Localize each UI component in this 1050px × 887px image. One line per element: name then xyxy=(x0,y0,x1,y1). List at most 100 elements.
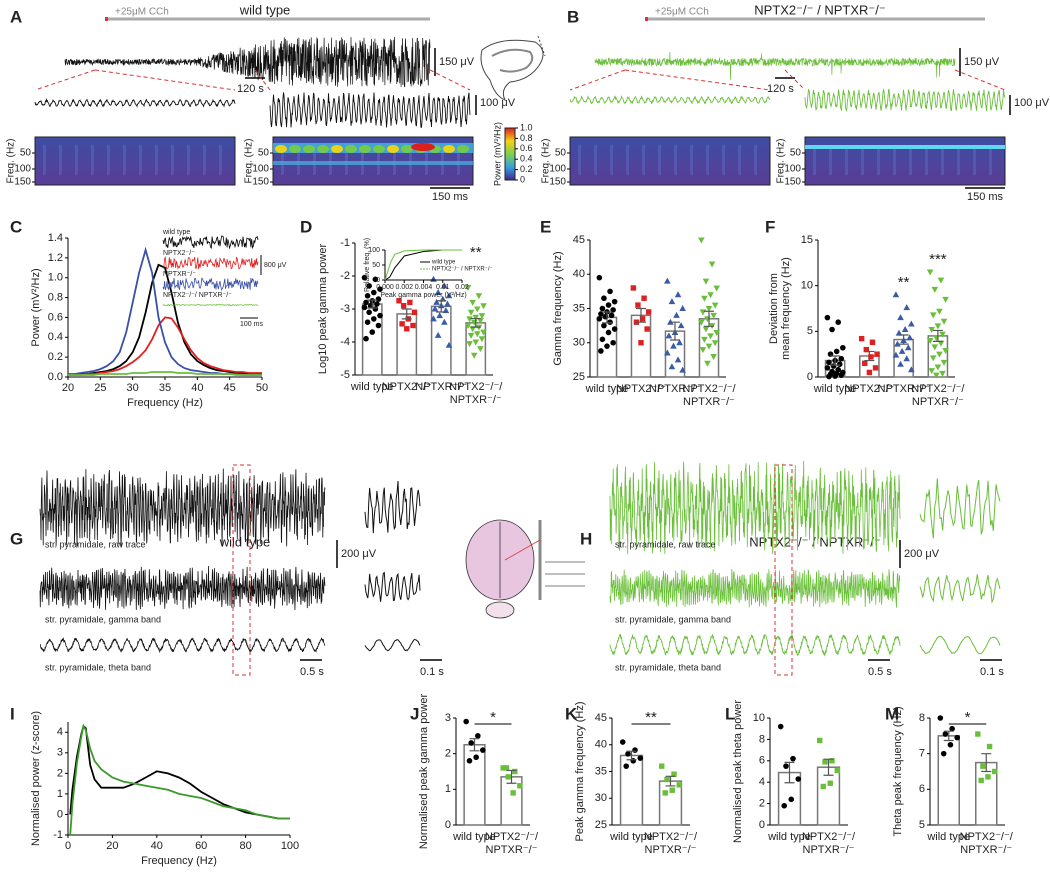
data-point xyxy=(472,314,480,321)
error-bar xyxy=(626,750,637,761)
zoom-trace xyxy=(804,88,1006,112)
spectrogram-streak xyxy=(690,145,693,175)
data-point xyxy=(599,336,606,343)
x-tick-label: NPTXR⁻/⁻ xyxy=(486,844,538,856)
axis-title: Deviation from xyxy=(768,273,780,344)
data-point xyxy=(599,305,606,312)
data-point xyxy=(445,341,453,348)
data-point xyxy=(829,326,835,333)
data-point xyxy=(863,346,869,353)
spectrogram-blob xyxy=(345,145,357,153)
data-point xyxy=(430,315,437,322)
lfp-zoom xyxy=(364,638,421,652)
spectrogram-streak xyxy=(674,145,677,175)
axis-title: Frequency (Hz) xyxy=(141,855,217,867)
data-point xyxy=(834,767,840,774)
data-point xyxy=(480,747,486,753)
spectrogram-streak xyxy=(75,145,78,175)
data-point xyxy=(363,299,369,306)
spectrogram-streak xyxy=(925,145,928,175)
error-bar xyxy=(665,775,676,787)
tick-label: 50 xyxy=(555,148,567,159)
data-point xyxy=(929,355,937,362)
panel-title: NPTX2⁻/⁻ / NPTXR⁻/⁻ xyxy=(749,534,880,549)
significance: * xyxy=(965,709,971,726)
x-tick-label: NPTXR⁻/⁻ xyxy=(645,844,697,856)
axis-title: Theta peak frequency (Hz) xyxy=(892,706,904,836)
legend-label: NPTXR⁻/⁻ xyxy=(163,271,196,278)
spectrogram-streak xyxy=(861,145,864,175)
y-tick-label: 2 xyxy=(57,767,63,779)
x-tick-label: 40 xyxy=(151,840,163,852)
x-tick-label: 0.002 xyxy=(395,284,413,291)
data-point xyxy=(411,309,418,315)
time-label: 0.5 s xyxy=(300,666,324,678)
data-point xyxy=(933,372,940,379)
spectrogram-streak xyxy=(91,145,94,175)
spectrogram-streak xyxy=(155,145,158,175)
data-point xyxy=(820,783,826,790)
spectrogram-streak xyxy=(219,145,222,175)
data-point xyxy=(947,741,954,748)
data-point xyxy=(904,344,912,351)
series-line xyxy=(384,249,462,281)
spectrogram-streak xyxy=(409,145,412,175)
tick-label: 50 xyxy=(20,148,32,159)
data-point xyxy=(928,327,936,334)
panel-title: wild type xyxy=(239,2,291,17)
axis-title: Relative freq. (%) xyxy=(364,238,371,292)
data-point xyxy=(601,322,607,329)
spectrogram-streak xyxy=(43,145,46,175)
significance: * xyxy=(490,709,496,726)
data-point xyxy=(940,750,947,757)
panel-letter: L xyxy=(725,704,735,723)
spectrogram-blob xyxy=(317,145,329,153)
lfp-zoom xyxy=(364,481,421,534)
data-point xyxy=(467,309,475,316)
data-point xyxy=(664,776,670,783)
data-point xyxy=(637,755,644,761)
legend-label: NPTX2⁻/⁻/ NPTXR⁻/⁻ xyxy=(163,292,232,299)
data-point xyxy=(826,373,832,380)
panel-letter: G xyxy=(10,529,23,548)
data-point xyxy=(670,342,677,349)
data-point xyxy=(374,301,380,307)
x-tick-label: NPTX2⁻/⁻/ xyxy=(682,383,736,395)
long-trace xyxy=(64,36,431,88)
y-tick-label: 25 xyxy=(573,371,585,383)
axis-title: Freq. (Hz) xyxy=(541,139,552,184)
data-point xyxy=(795,776,802,782)
legend-swatch xyxy=(162,235,259,250)
error-bar xyxy=(367,299,378,309)
data-point xyxy=(705,306,713,312)
data-point xyxy=(677,322,685,329)
tick-label: 50 xyxy=(790,148,802,159)
data-point xyxy=(673,311,680,318)
spectrogram-streak xyxy=(578,145,581,175)
data-point xyxy=(711,302,719,309)
data-point xyxy=(366,309,372,316)
y-tick-label: 1.4 xyxy=(48,232,63,244)
data-point xyxy=(832,373,838,379)
spectrogram-streak xyxy=(754,145,757,175)
spectrogram-streak xyxy=(297,145,300,175)
spectrogram-streak xyxy=(281,145,284,175)
spectrogram-streak xyxy=(658,145,661,175)
error-bar xyxy=(898,334,909,345)
data-point xyxy=(679,366,686,373)
data-point xyxy=(475,733,481,739)
x-tick-label: 40 xyxy=(191,382,203,394)
x-tick-label: 0.01 xyxy=(436,284,450,291)
y-tick-label: 2 xyxy=(445,748,451,760)
axis-title: Power (mV²/Hz) xyxy=(30,268,42,346)
error-bar xyxy=(636,307,646,323)
data-point xyxy=(991,768,998,775)
data-point xyxy=(400,303,407,309)
long-trace xyxy=(594,51,956,80)
legend-label: wild type xyxy=(431,260,456,266)
x-tick-label: wild type xyxy=(813,383,857,395)
data-point xyxy=(866,369,873,376)
spectrogram-blob xyxy=(387,145,399,153)
zoom-line xyxy=(429,69,471,91)
data-point xyxy=(475,293,483,300)
